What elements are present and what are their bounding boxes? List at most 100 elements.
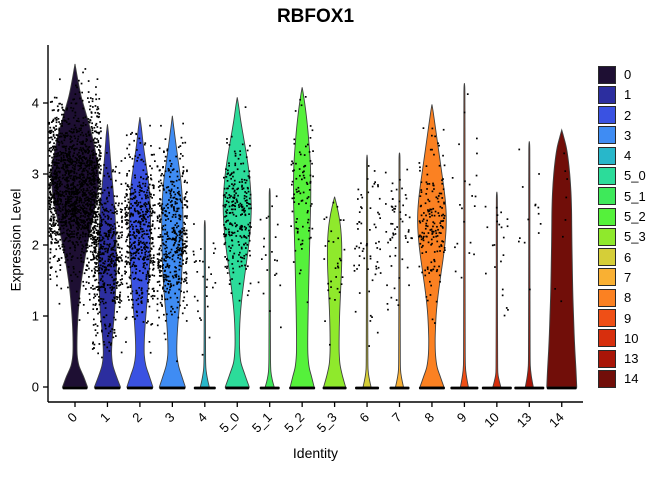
expression-point [97,251,100,253]
expression-point [153,211,156,214]
expression-point [424,202,427,205]
expression-point [143,203,145,206]
expression-point [79,301,81,304]
expression-point [59,190,62,193]
expression-point [81,170,84,173]
expression-point [52,196,54,199]
expression-point [228,283,231,285]
expression-point [236,199,238,202]
expression-point [108,350,111,352]
expression-point [98,149,100,151]
expression-point [247,290,250,292]
expression-point [156,324,159,327]
expression-point [64,119,67,122]
expression-point [181,247,184,249]
expression-point [371,316,373,318]
expression-point [69,146,71,148]
expression-point [61,122,63,125]
expression-point [76,199,79,201]
expression-point [163,259,166,262]
expression-point [157,267,160,269]
expression-point [92,203,95,206]
expression-point [234,202,237,205]
expression-point [369,229,371,231]
expression-point [175,273,178,276]
expression-point [135,271,137,274]
expression-point [95,245,98,248]
expression-point [94,187,96,190]
expression-point [96,138,98,140]
expression-point [74,186,77,188]
expression-point [68,147,70,150]
expression-point [66,190,69,193]
expression-point [79,141,81,144]
expression-point [77,232,80,234]
expression-point [337,266,340,269]
expression-point [420,181,423,184]
expression-point [58,176,61,179]
expression-point [67,235,70,237]
expression-point [81,191,84,193]
expression-point [259,218,262,221]
expression-point [171,183,174,186]
expression-point [459,204,461,206]
expression-point [82,179,84,182]
expression-point [58,128,60,131]
expression-point [234,208,236,211]
expression-point [163,189,165,191]
expression-point [102,286,105,288]
expression-point [66,135,68,137]
expression-point [240,246,243,249]
expression-point [248,207,250,210]
expression-point [117,237,119,240]
expression-point [100,245,103,248]
expression-point [72,196,74,199]
expression-point [93,241,96,243]
zero-expression-bar [389,386,410,390]
expression-point [141,211,144,213]
expression-point [167,235,169,237]
expression-point [89,162,91,164]
expression-point [68,158,71,160]
expression-point [89,212,91,215]
expression-point [148,274,151,277]
expression-point [88,245,91,247]
expression-point [105,167,108,169]
expression-point [73,185,75,188]
expression-point [169,196,172,199]
expression-point [103,266,106,269]
expression-point [119,256,121,258]
expression-point [87,152,89,154]
expression-point [118,247,121,249]
expression-point [140,214,142,217]
expression-point [56,171,58,174]
expression-point [104,250,107,253]
expression-point [443,201,445,204]
expression-point [130,207,132,209]
expression-point [50,150,52,153]
expression-point [174,213,177,216]
expression-point [226,200,228,202]
expression-point [71,146,73,148]
expression-point [241,188,244,190]
expression-point [99,279,102,281]
expression-point [84,213,87,216]
expression-point [92,139,95,142]
expression-point [239,256,242,259]
expression-point [174,292,176,295]
expression-point [166,256,169,258]
expression-point [152,267,155,270]
expression-point [78,222,80,225]
expression-point [94,179,96,182]
expression-point [494,266,496,268]
expression-point [176,210,179,212]
expression-point [225,221,227,223]
expression-point [181,239,184,241]
expression-point [129,194,132,196]
expression-point [161,294,163,297]
expression-point [82,122,85,124]
expression-point [120,236,123,239]
expression-point [114,241,116,244]
expression-point [59,238,62,241]
expression-point [80,124,82,127]
